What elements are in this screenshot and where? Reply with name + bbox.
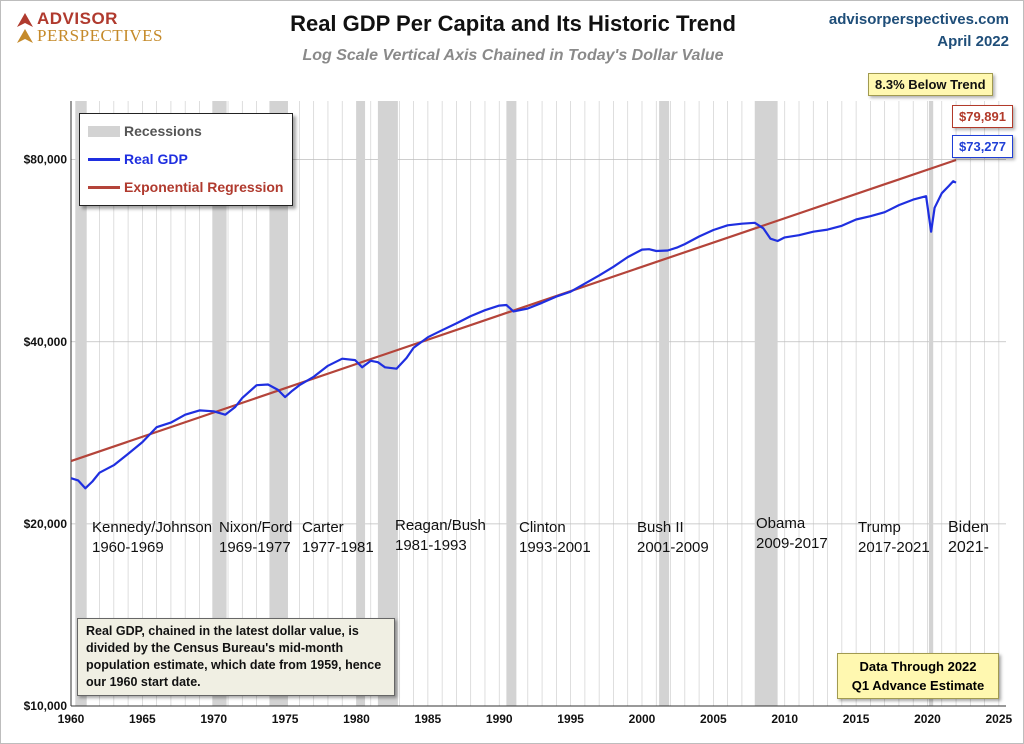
legend-label-regression: Exponential Regression (124, 179, 284, 195)
trend-value-label: $79,891 (952, 105, 1013, 128)
president-label-obama: Obama 2009-2017 (756, 514, 828, 554)
recession-band (506, 101, 517, 706)
real-gdp-series-line (70, 180, 957, 490)
president-name: Carter (302, 519, 344, 536)
president-years: 1969-1977 (219, 539, 291, 556)
president-label-kennedy-johnson: Kennedy/Johnson 1960-1969 (92, 518, 212, 558)
legend-label-real-gdp: Real GDP (124, 151, 188, 167)
president-years: 2021- (948, 539, 989, 556)
recession-band (754, 101, 778, 706)
president-label-clinton: Clinton 1993-2001 (519, 518, 591, 558)
data-through-line-2: Q1 Advance Estimate (851, 678, 985, 693)
x-tick-label: 2020 (914, 712, 941, 726)
recession-band (377, 101, 398, 706)
president-name: Bush II (637, 519, 684, 536)
president-name: Kennedy/Johnson (92, 519, 213, 536)
y-tick-label: $80,000 (24, 153, 68, 167)
president-name: Reagan/Bush (395, 517, 486, 534)
president-label-bush-ii: Bush II 2001-2009 (637, 518, 709, 558)
recession-band (928, 101, 934, 706)
data-through-line-1: Data Through 2022 (859, 659, 977, 674)
x-tick-label: 2015 (843, 712, 870, 726)
president-label-nixon-ford: Nixon/Ford 1969-1977 (219, 518, 292, 558)
y-tick-label: $20,000 (24, 517, 68, 531)
president-years: 2017-2021 (858, 539, 930, 556)
x-tick-label: 1965 (129, 712, 156, 726)
president-years: 2001-2009 (637, 539, 709, 556)
x-tick-label: 1970 (200, 712, 227, 726)
gdp-value-label: $73,277 (952, 135, 1013, 158)
recession-band (356, 101, 366, 706)
x-tick-label: 1990 (486, 712, 513, 726)
recession-band (75, 101, 87, 706)
logo-emblem-icon (17, 13, 33, 43)
president-name: Biden (948, 519, 989, 536)
president-years: 1981-1993 (395, 537, 467, 554)
y-tick-label: $10,000 (24, 699, 68, 713)
y-tick-label: $40,000 (24, 335, 68, 349)
chart-subtitle: Log Scale Vertical Axis Chained in Today… (302, 47, 724, 64)
logo-line-1: ADVISOR (37, 9, 118, 28)
president-name: Nixon/Ford (219, 519, 293, 536)
methodology-note: Real GDP, chained in the latest dollar v… (77, 618, 395, 696)
below-trend-callout: 8.3% Below Trend (868, 73, 993, 96)
president-label-carter: Carter 1977-1981 (302, 518, 374, 558)
chart-title: Real GDP Per Capita and Its Historic Tre… (290, 11, 736, 36)
legend-swatch-recessions (88, 126, 120, 137)
president-name: Trump (858, 519, 901, 536)
site-url[interactable]: advisorperspectives.com (828, 11, 1009, 28)
president-label-biden: Biden 2021- (948, 518, 989, 558)
president-years: 2009-2017 (756, 535, 828, 552)
data-through-box: Data Through 2022 Q1 Advance Estimate (837, 653, 999, 699)
x-tick-label: 2005 (700, 712, 727, 726)
x-tick-label: 1995 (557, 712, 584, 726)
president-years: 1977-1981 (302, 539, 374, 556)
x-tick-label: 2025 (986, 712, 1013, 726)
logo-line-2: PERSPECTIVES (37, 26, 163, 45)
president-years: 1993-2001 (519, 539, 591, 556)
president-label-trump: Trump 2017-2021 (858, 518, 930, 558)
x-tick-label: 1985 (415, 712, 442, 726)
legend-label-recessions: Recessions (124, 123, 202, 139)
president-name: Clinton (519, 519, 566, 536)
x-tick-label: 2000 (629, 712, 656, 726)
chart-legend: Recessions Real GDP Exponential Regressi… (79, 113, 293, 206)
recession-band (659, 101, 670, 706)
recession-band (269, 101, 288, 706)
president-years: 1960-1969 (92, 539, 164, 556)
legend-swatch-regression (88, 186, 120, 189)
publish-date: April 2022 (937, 33, 1009, 50)
x-tick-label: 2010 (771, 712, 798, 726)
recession-band (212, 101, 227, 706)
president-label-reagan-bush: Reagan/Bush 1981-1993 (395, 516, 486, 556)
x-tick-label: 1975 (272, 712, 299, 726)
legend-swatch-real-gdp (88, 158, 120, 161)
site-info: advisorperspectives.com April 2022 (829, 9, 1009, 53)
x-tick-label: 1960 (58, 712, 85, 726)
x-tick-label: 1980 (343, 712, 370, 726)
president-name: Obama (756, 515, 806, 532)
